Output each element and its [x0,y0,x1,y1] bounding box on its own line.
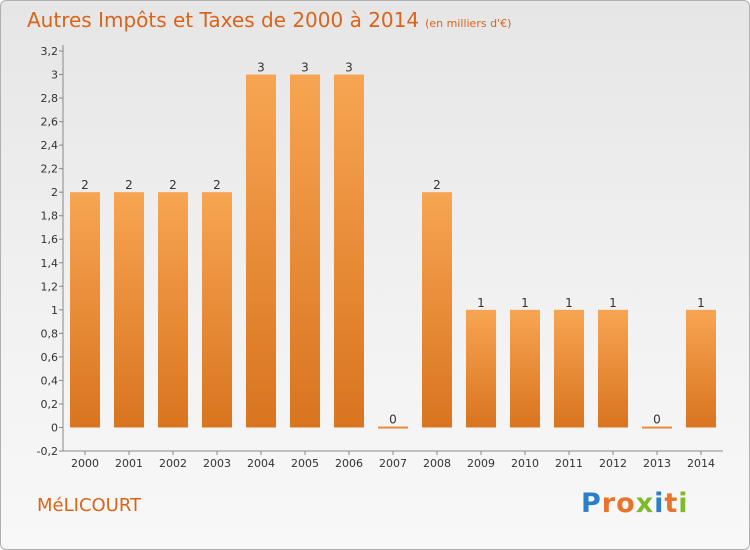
y-tick-label: -0,2 [37,445,58,458]
y-tick-label: 1,4 [41,257,59,270]
logo-letter: P [581,488,602,519]
logo-letter: t [664,488,679,519]
x-tick-label: 2004 [247,457,275,470]
bar-2003 [202,192,232,428]
chart-unit: (en milliers d'€) [425,17,512,30]
bar-2010 [510,309,540,428]
bar-2000 [70,192,100,428]
x-tick-label: 2003 [203,457,231,470]
x-tick-label: 2009 [467,457,495,470]
y-tick-label: 2,4 [41,139,59,152]
bar-2001 [114,192,144,428]
data-label-2005: 3 [301,61,309,75]
data-label-2006: 3 [345,61,353,75]
x-tick-label: 2000 [71,457,99,470]
axes: -0,2 0 0,2 0,4 0,6 0,8 1 1,2 1,4 1,6 1,8 2 2,2 2,4 2,6… [37,45,723,470]
data-label-2004: 3 [257,61,265,75]
bar-2002 [158,192,188,428]
bar-2004 [246,74,276,428]
data-labels: 2 2 2 2 3 3 3 0 2 1 1 1 1 0 1 [81,61,705,427]
y-tick-label: 0,2 [41,398,59,411]
data-label-2003: 2 [213,178,221,192]
bar-2014 [686,309,716,428]
logo-letter: r [601,488,617,519]
x-tick-label: 2010 [511,457,539,470]
y-tick-label: 1,8 [41,210,59,223]
x-tick-label: 2013 [643,457,671,470]
logo-letter: x [635,488,655,519]
y-tick-label: 2,8 [41,92,59,105]
data-label-2007: 0 [389,412,397,426]
commune-name: MéLICOURT [37,495,142,516]
y-tick-label: 2,2 [41,163,59,176]
bars [70,74,716,429]
y-tick-label: 2,6 [41,116,59,129]
bar-2011 [554,309,584,428]
data-label-2014: 1 [697,296,705,310]
y-tick-label: 0 [51,421,58,434]
y-tick-label: 0,6 [41,351,59,364]
x-tick-label: 2007 [379,457,407,470]
data-label-2001: 2 [125,178,133,192]
bar-2006 [334,74,364,428]
bar-2008 [422,192,452,428]
data-label-2013: 0 [653,412,661,426]
data-label-2010: 1 [521,296,529,310]
logo-letter: o [616,488,636,519]
data-label-2008: 2 [433,178,441,192]
y-tick-label: 1,6 [41,233,59,246]
data-label-2002: 2 [169,178,177,192]
y-tick-label: 3 [51,69,58,82]
bar-2009 [466,309,496,428]
x-tick-label: 2006 [335,457,363,470]
chart-title: Autres Impôts et Taxes de 2000 à 2014 (en… [27,8,512,32]
bar-2012 [598,309,628,428]
data-label-2012: 1 [609,296,617,310]
y-tick-label: 1 [51,304,58,317]
data-label-2009: 1 [477,296,485,310]
y-tick-label: 2 [51,186,58,199]
data-label-2011: 1 [565,296,573,310]
logo-letter: i [678,488,689,519]
proxiti-logo: Proxiti [581,488,689,519]
bar-2007 [378,426,408,429]
y-tick-label: 0,8 [41,327,59,340]
x-tick-label: 2005 [291,457,319,470]
y-tick-label: 0,4 [41,374,59,387]
bar-2005 [290,74,320,428]
data-label-2000: 2 [81,178,89,192]
x-tick-label: 2001 [115,457,143,470]
logo-letter: i [654,488,665,519]
y-tick-label: 1,2 [41,280,59,293]
x-tick-label: 2014 [687,457,715,470]
x-tick-label: 2002 [159,457,187,470]
x-tick-label: 2012 [599,457,627,470]
bar-2013 [642,426,672,429]
x-tick-label: 2011 [555,457,583,470]
y-tick-label: 3,2 [41,45,59,58]
x-tick-label: 2008 [423,457,451,470]
